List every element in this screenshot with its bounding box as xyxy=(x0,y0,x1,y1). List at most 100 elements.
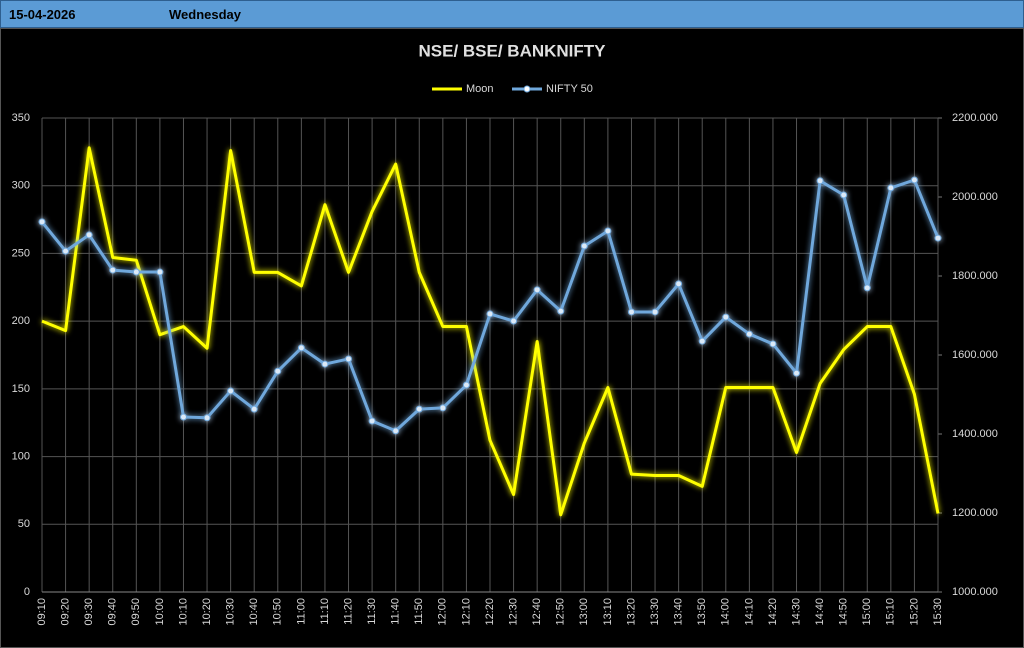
x-tick-label: 13:30 xyxy=(649,598,661,626)
x-tick-label: 09:50 xyxy=(130,598,142,626)
x-tick-label: 14:40 xyxy=(814,598,826,626)
y-tick-label: 150 xyxy=(12,383,30,395)
point xyxy=(533,286,541,294)
y-tick-label: 350 xyxy=(12,112,30,124)
x-tick-label: 15:00 xyxy=(861,598,873,626)
point xyxy=(415,405,423,413)
point xyxy=(462,381,470,389)
chart: NSE/ BSE/ BANKNIFTY 0 50 100 150 200 250 300 35… xyxy=(0,28,1024,648)
point xyxy=(840,191,848,199)
x-tick-label: 14:30 xyxy=(790,598,802,626)
point xyxy=(651,308,659,316)
x-tick-label: 09:30 xyxy=(83,598,95,626)
x-tick-label: 10:20 xyxy=(201,598,213,626)
y2-tick-label: 1000.000 xyxy=(952,586,998,598)
point xyxy=(675,280,683,288)
legend-label: NIFTY 50 xyxy=(546,83,593,95)
x-tick-label: 12:10 xyxy=(460,598,472,626)
point xyxy=(816,177,824,185)
x-tick-label: 14:50 xyxy=(838,598,850,626)
x-tick-label: 09:20 xyxy=(59,598,71,626)
legend-label: Moon xyxy=(466,83,494,95)
x-tick-label: 13:40 xyxy=(673,598,685,626)
point xyxy=(321,360,329,368)
chart-border xyxy=(0,28,1024,648)
x-tick-label: 10:40 xyxy=(248,598,260,626)
x-tick-label: 10:00 xyxy=(154,598,166,626)
point xyxy=(62,247,70,255)
point xyxy=(745,330,753,338)
x-tick-label: 12:20 xyxy=(484,598,496,626)
y-tick-label: 50 xyxy=(18,518,30,530)
y-tick-label: 100 xyxy=(12,450,30,462)
x-tick-label: 11:10 xyxy=(319,598,331,625)
x-tick-label: 12:30 xyxy=(507,598,519,626)
point xyxy=(345,355,353,363)
x-tick-label: 13:50 xyxy=(696,598,708,626)
x-tick-label: 13:20 xyxy=(625,598,637,626)
point xyxy=(863,284,871,292)
point xyxy=(132,268,140,276)
point xyxy=(274,367,282,375)
y2-tick-label: 1400.000 xyxy=(952,428,998,440)
point xyxy=(439,404,447,412)
point xyxy=(297,344,305,352)
point xyxy=(392,427,400,435)
point xyxy=(887,184,895,192)
series xyxy=(38,176,942,435)
x-tick-label: 15:20 xyxy=(908,598,920,626)
y-tick-label: 300 xyxy=(12,180,30,192)
series-line xyxy=(41,146,940,517)
point xyxy=(557,307,565,315)
x-tick-label: 11:50 xyxy=(413,598,425,625)
point xyxy=(627,308,635,316)
x-tick-label: 15:10 xyxy=(885,598,897,626)
y2-tick-label: 1600.000 xyxy=(952,349,998,361)
y2-tick-label: 2200.000 xyxy=(952,112,998,124)
y2-tick-label: 1200.000 xyxy=(952,507,998,519)
y-tick-label: 0 xyxy=(24,586,30,598)
y2-tick-label: 1800.000 xyxy=(952,270,998,282)
point xyxy=(934,234,942,242)
point xyxy=(486,310,494,318)
x-tick-label: 11:00 xyxy=(295,598,307,625)
x-tick-label: 09:40 xyxy=(107,598,119,626)
point xyxy=(179,413,187,421)
x-tick-label: 11:40 xyxy=(390,598,402,625)
x-tick-label: 10:10 xyxy=(177,598,189,626)
point xyxy=(109,266,117,274)
chart-title: NSE/ BSE/ BANKNIFTY xyxy=(418,41,606,60)
legend-marker xyxy=(523,85,531,93)
x-tick-label: 12:40 xyxy=(531,598,543,626)
point xyxy=(698,337,706,345)
point xyxy=(722,313,730,321)
x-tick-label: 10:50 xyxy=(272,598,284,626)
day: Wednesday xyxy=(169,7,242,22)
x-tick-label: 09:10 xyxy=(36,598,48,626)
header-bar: 15-04-2026 Wednesday xyxy=(0,0,1024,28)
x-tick-label: 10:30 xyxy=(225,598,237,626)
x-tick-label: 13:10 xyxy=(602,598,614,626)
y-tick-label: 200 xyxy=(12,315,30,327)
x-tick-label: 12:50 xyxy=(555,598,567,626)
series xyxy=(41,146,940,517)
x-tick-label: 13:00 xyxy=(578,598,590,626)
x-tick-label: 14:00 xyxy=(720,598,732,626)
date: 15-04-2026 xyxy=(9,7,76,22)
point xyxy=(250,405,258,413)
point xyxy=(910,176,918,184)
point xyxy=(227,387,235,395)
y2-tick-label: 2000.000 xyxy=(952,191,998,203)
point xyxy=(203,414,211,422)
point xyxy=(510,317,518,325)
x-tick-label: 11:20 xyxy=(342,598,354,625)
x-tick-label: 14:20 xyxy=(767,598,779,626)
point xyxy=(769,340,777,348)
x-tick-label: 14:10 xyxy=(743,598,755,626)
y-tick-label: 250 xyxy=(12,247,30,259)
point xyxy=(85,231,93,239)
point xyxy=(156,268,164,276)
point xyxy=(604,227,612,235)
point xyxy=(793,369,801,377)
